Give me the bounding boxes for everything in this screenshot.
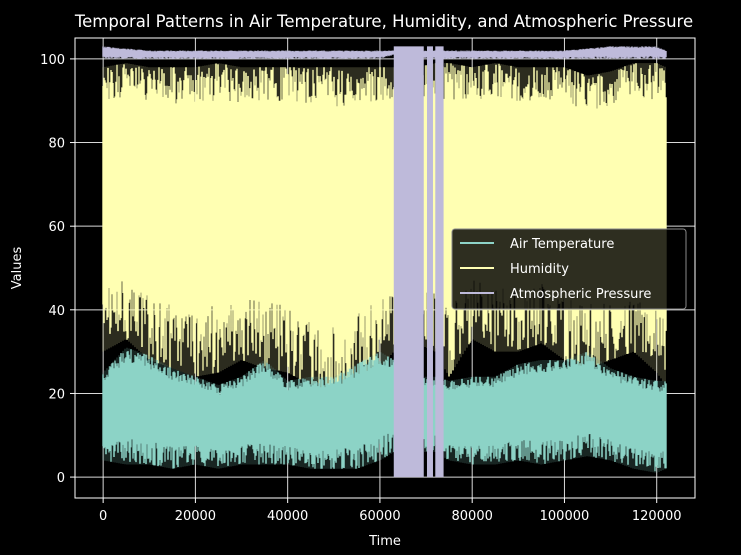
axis-ticks: 0 20000 40000 60000 80000 100000 120000 0 20 40 60… bbox=[40, 53, 681, 524]
x-tick-label: 20000 bbox=[175, 509, 216, 524]
pressure-drop-band bbox=[435, 46, 444, 478]
x-tick-label: 40000 bbox=[267, 509, 308, 524]
y-tick-label: 0 bbox=[57, 471, 65, 486]
axes-frame bbox=[74, 37, 696, 499]
y-tick-label: 40 bbox=[48, 304, 65, 319]
y-tick-label: 80 bbox=[48, 137, 65, 152]
legend-label-air-temperature: Air Temperature bbox=[510, 237, 614, 252]
chart-title: Temporal Patterns in Air Temperature, Hu… bbox=[74, 12, 693, 31]
y-tick-label: 100 bbox=[40, 53, 65, 68]
y-tick-label: 60 bbox=[48, 220, 65, 235]
y-tick-label: 20 bbox=[48, 387, 65, 402]
x-tick-label: 80000 bbox=[452, 509, 493, 524]
pressure-drop-band bbox=[426, 46, 433, 478]
x-tick-label: 0 bbox=[99, 509, 107, 524]
x-tick-label: 100000 bbox=[540, 509, 590, 524]
series-humidity bbox=[102, 63, 667, 398]
series-atmospheric-pressure bbox=[102, 46, 667, 478]
data-series bbox=[102, 46, 667, 478]
legend-box bbox=[451, 228, 687, 310]
x-tick-label: 60000 bbox=[359, 509, 400, 524]
y-axis-label: Values bbox=[10, 247, 25, 290]
x-tick-label: 120000 bbox=[632, 509, 682, 524]
legend-label-atmospheric-pressure: Atmospheric Pressure bbox=[510, 287, 651, 302]
pressure-drop-band bbox=[393, 46, 424, 478]
x-axis-label: Time bbox=[368, 534, 401, 549]
legend: Air Temperature Humidity Atmospheric Pre… bbox=[451, 228, 687, 310]
legend-label-humidity: Humidity bbox=[510, 262, 569, 277]
